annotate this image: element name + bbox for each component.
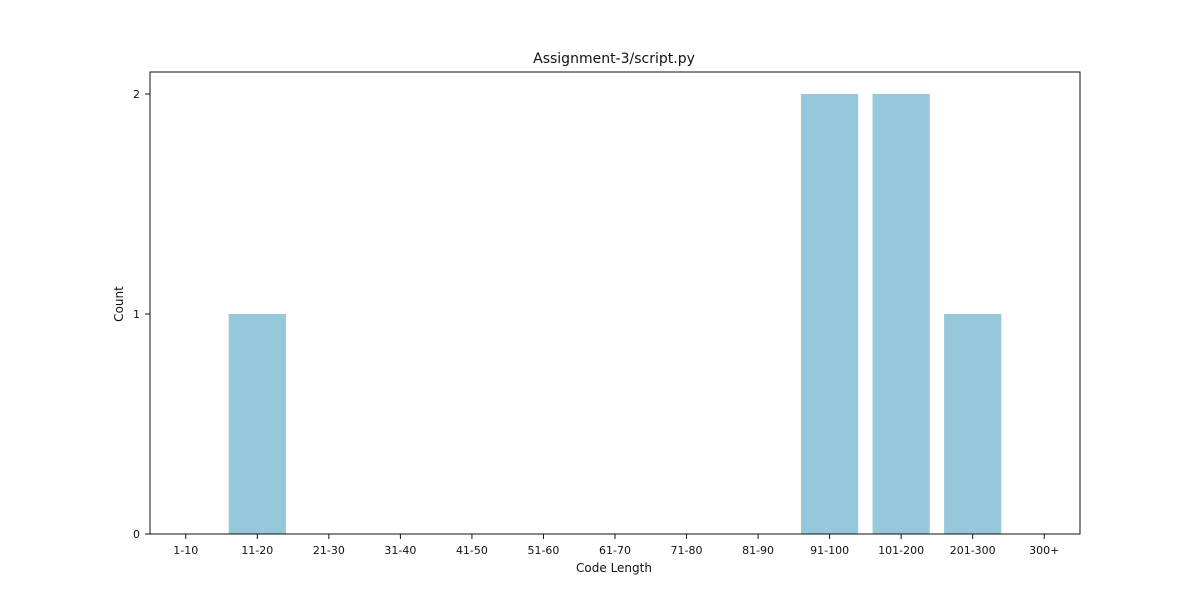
- x-tick-label: 1-10: [173, 544, 198, 557]
- y-tick-label: 2: [133, 88, 140, 101]
- x-tick-label: 31-40: [384, 544, 416, 557]
- x-tick-label: 21-30: [313, 544, 345, 557]
- bars-layer: [228, 94, 1002, 534]
- y-tick-label: 0: [133, 528, 140, 541]
- y-ticks-layer: 0 1 2: [133, 88, 150, 541]
- x-tick-label: 61-70: [599, 544, 631, 557]
- y-axis-label: Count: [112, 286, 126, 322]
- bar-91-100: [801, 94, 859, 534]
- bar-201-300: [944, 314, 1002, 534]
- bar-11-20: [228, 314, 286, 534]
- x-ticks-layer: 1-10 11-20 21-30 31-40 41-50 51-60 61-70 71-80 8…: [173, 534, 1059, 557]
- x-tick-label: 101-200: [878, 544, 924, 557]
- x-tick-label: 91-100: [810, 544, 849, 557]
- x-axis-label: Code Length: [576, 561, 652, 575]
- plot-area-frame: [149, 71, 1081, 535]
- x-tick-label: 71-80: [671, 544, 703, 557]
- x-tick-label: 300+: [1029, 544, 1059, 557]
- bar-101-200: [872, 94, 930, 534]
- x-tick-label: 201-300: [950, 544, 996, 557]
- x-tick-label: 51-60: [527, 544, 559, 557]
- chart-title: Assignment-3/script.py: [533, 51, 695, 67]
- y-tick-label: 1: [133, 308, 140, 321]
- x-tick-label: 41-50: [456, 544, 488, 557]
- x-tick-label: 11-20: [241, 544, 273, 557]
- x-tick-label: 81-90: [742, 544, 774, 557]
